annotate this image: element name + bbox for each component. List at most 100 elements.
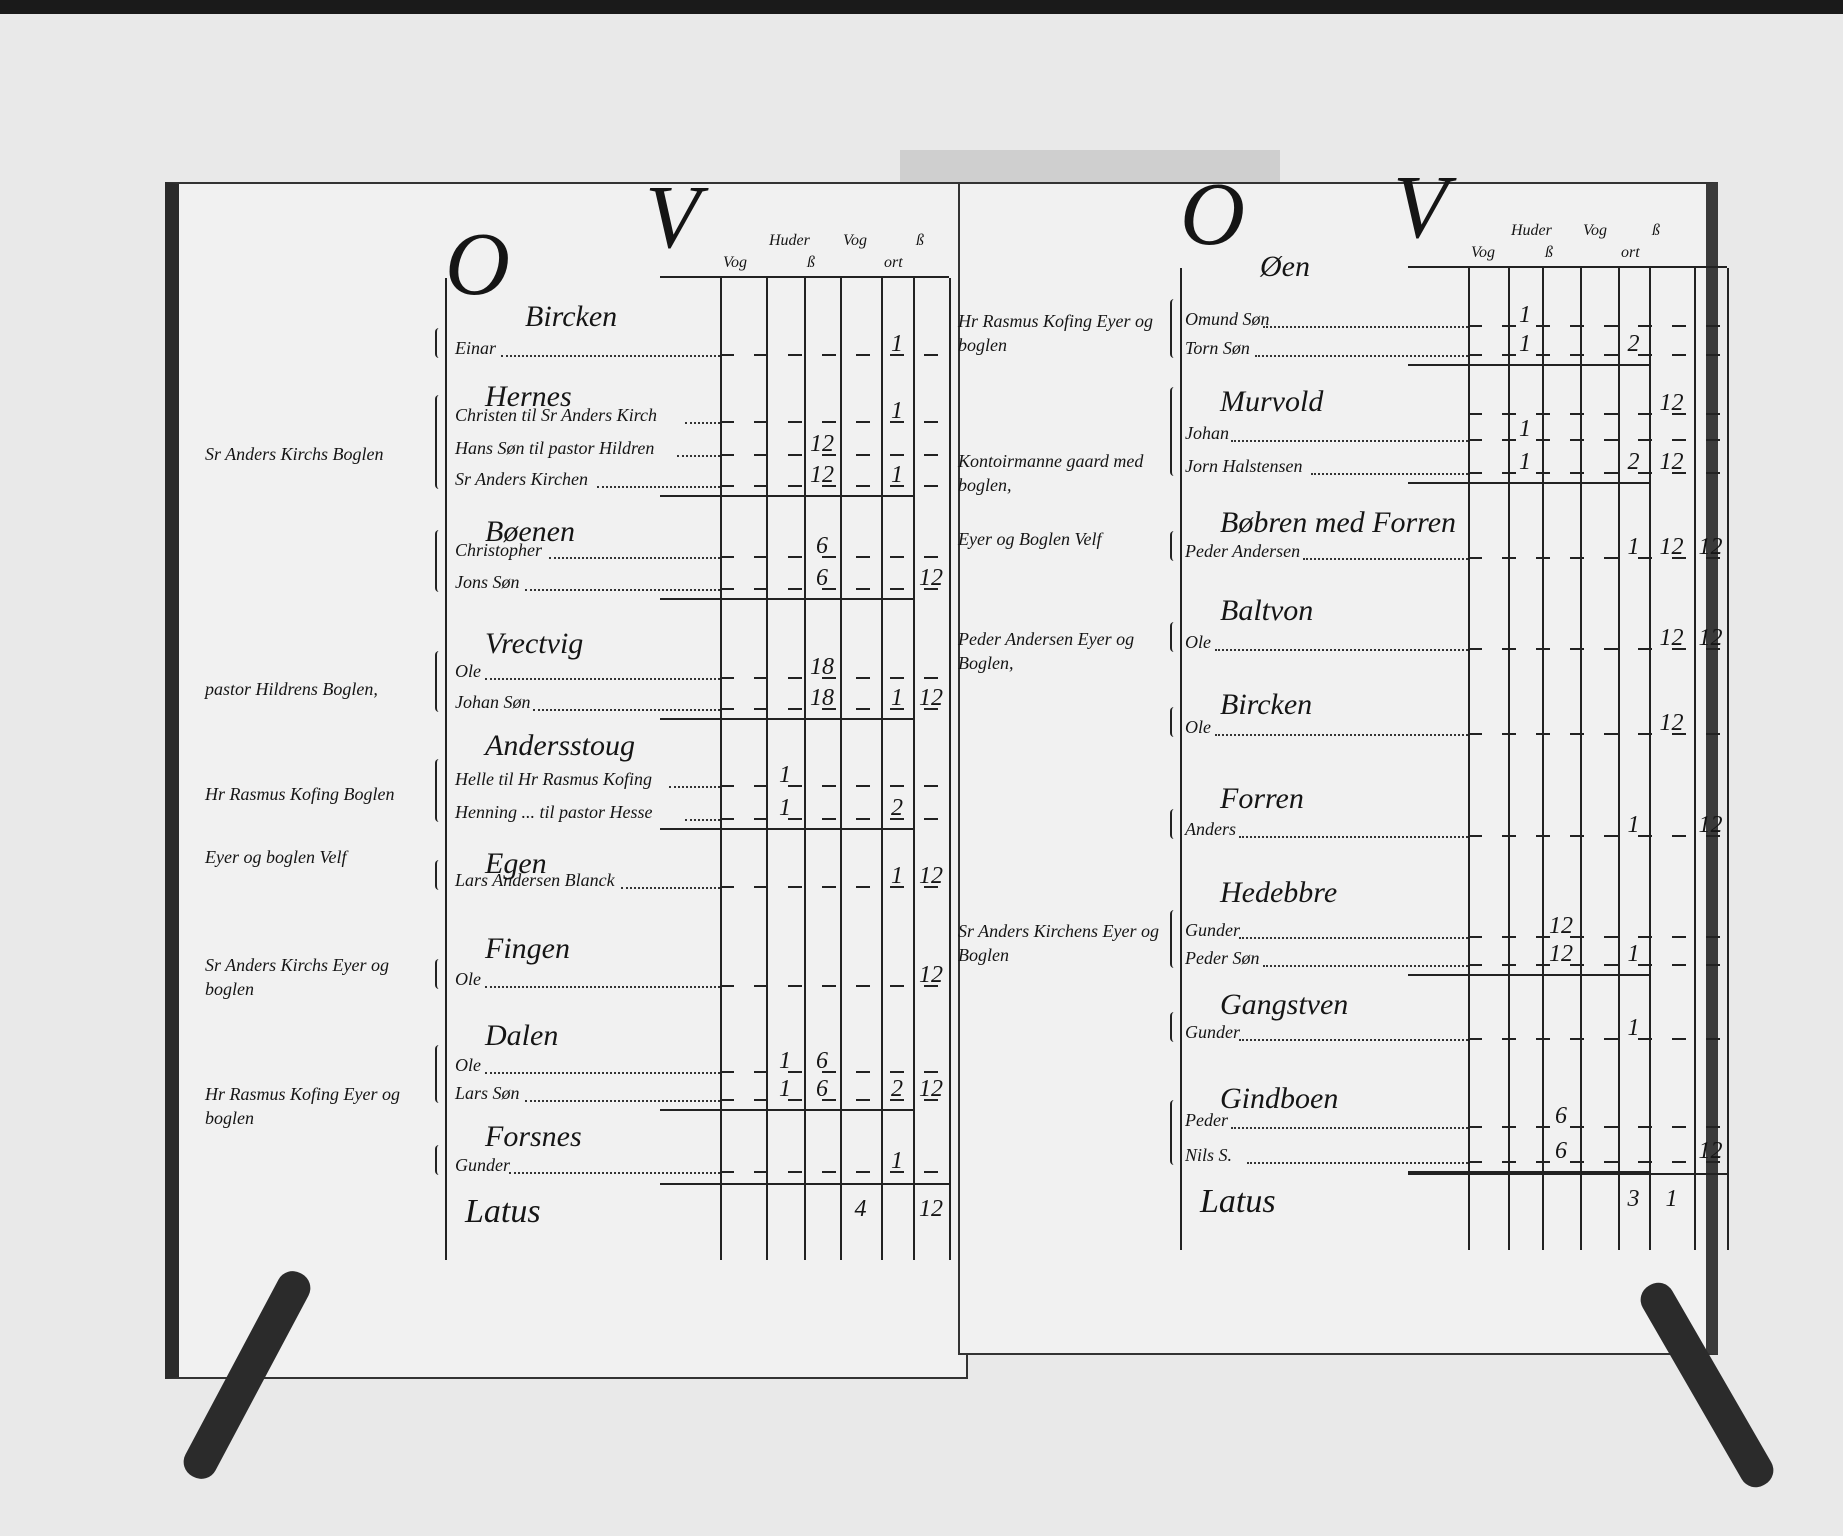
dot-leader [1239,1039,1468,1041]
entry-name: Johan Søn [455,692,531,712]
entry-name: Ole [455,1055,481,1075]
column-rule [1618,268,1620,1250]
section-initial: O [445,215,510,314]
dash-filler [720,421,949,423]
amount: 12 [1698,625,1723,651]
brace [435,1145,443,1175]
dot-leader [685,422,720,424]
dot-leader [669,786,720,788]
margin-note: Sr Anders Kirchs Boglen [205,444,384,464]
dot-leader [1303,558,1468,560]
entry-name: Einar [455,338,497,358]
column-header: ß [807,254,815,271]
dot-leader [677,455,720,457]
column-rule [949,278,951,1260]
section-heading: Gangstven [1220,988,1349,1021]
dash-filler [1468,354,1727,356]
dot-leader [1239,836,1468,838]
total-amount: 1 [1665,1186,1678,1212]
subtotal-rule [660,828,913,830]
amount: 1 [891,1148,903,1174]
dot-leader [1231,1127,1468,1129]
entry-name: Omund Søn [1185,309,1270,329]
dash-filler [720,886,949,888]
section-heading: Forsnes [485,1120,582,1153]
amount: 2 [1627,449,1640,475]
amount: 1 [1627,812,1640,838]
dash-filler [1468,1126,1727,1128]
section-heading: Bøbren med Forren [1220,506,1457,539]
column-header: Vog [723,254,747,271]
amount: 12 [1659,534,1684,560]
brace [1170,809,1178,839]
brace [1170,299,1178,358]
amount: 2 [891,1076,903,1102]
amount: 12 [1698,812,1723,838]
entry-name: Christen til Sr Anders Kirch [455,405,658,425]
dot-leader [525,589,720,591]
margin-note: Kontoirmanne gaard med boglen, [958,451,1144,495]
dash-filler [1468,472,1727,474]
total-rule [660,1183,949,1185]
entry-name: Helle til Hr Rasmus Kofing [455,769,652,789]
entry-name: Gunder [455,1155,510,1175]
section-heading: Bøenen [485,515,575,548]
header-rule [660,276,949,278]
subtotal-rule [660,495,913,497]
dot-leader [1231,440,1468,442]
brace [1170,1100,1178,1165]
margin-note: Hr Rasmus Kofing Eyer og boglen [958,311,1153,355]
dash-filler [1468,439,1727,441]
section-heading: Baltvon [1220,594,1314,627]
subtotal-rule [660,1109,913,1111]
amount: 12 [1549,913,1573,939]
amount: 1 [779,1048,791,1074]
column-rule [1694,268,1696,1250]
total-amount: 3 [1627,1186,1640,1212]
subtotal-rule [1408,1171,1649,1173]
amount: 6 [1555,1138,1567,1164]
brace [1170,531,1178,561]
margin-rule [1180,268,1182,1250]
dash-filler [720,818,949,820]
dash-filler [720,785,949,787]
dash-filler [720,485,949,487]
dot-leader [485,986,720,988]
amount: 1 [1519,331,1531,357]
section-heading: Dalen [485,1019,559,1052]
amount: 12 [1698,1138,1723,1164]
dot-leader [501,355,720,357]
amount: 1 [1627,534,1640,560]
amount: 1 [1519,449,1531,475]
left-page [165,182,968,1379]
entry-name: Peder Søn [1185,948,1260,968]
subtotal-rule [1408,482,1649,484]
column-rule [804,278,806,1260]
column-rule [1649,268,1651,1250]
dash-filler [1468,936,1727,938]
amount: 6 [816,1048,828,1074]
amount: 12 [919,565,943,591]
dash-filler [720,985,949,987]
entry-name: Gunder [1185,1022,1240,1042]
amount: 12 [810,462,834,488]
dot-leader [685,819,720,821]
entry-name: Anders [1185,819,1236,839]
section-heading: Øen [1260,250,1310,283]
margin-note: Sr Anders Kirchens Eyer og Boglen [958,921,1159,965]
section-heading: Murvold [1220,385,1324,418]
header-initial: V [1393,158,1448,257]
brace [1170,387,1178,476]
amount: 6 [816,533,828,559]
amount: 12 [919,685,943,711]
total-label: Latus [1200,1183,1276,1220]
dash-filler [720,588,949,590]
dash-filler [1468,733,1727,735]
dot-leader [1215,649,1468,651]
entry-name: Ole [1185,632,1211,652]
amount: 12 [1659,625,1684,651]
entry-name: Henning ... til pastor Hesse [455,802,653,822]
brace [435,959,443,989]
dot-leader [1239,937,1468,939]
section-heading: Vrectvig [485,627,584,660]
